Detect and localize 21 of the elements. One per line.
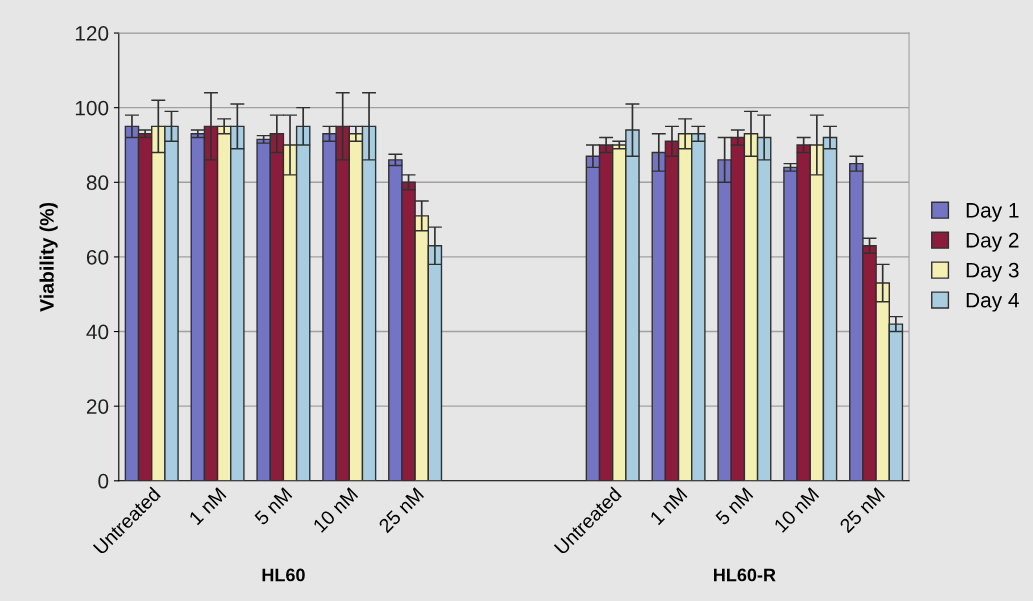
x-tick-label: 10 nM — [773, 487, 820, 533]
y-tick-label: 120 — [75, 26, 109, 41]
legend-label: Day 3 — [966, 262, 1019, 282]
x-tick-label: 1 nM — [649, 487, 688, 526]
y-tick-label: 40 — [86, 324, 109, 340]
x-tick-label: 5 nM — [714, 487, 754, 526]
y-tick-label: 80 — [86, 175, 109, 191]
x-tick-label: 25 nM — [377, 487, 425, 534]
x-tick-label: 10 nM — [312, 487, 359, 533]
y-axis-title: Viability (%) — [39, 202, 58, 312]
y-tick-label: 60 — [86, 249, 109, 265]
text: HL60-R — [714, 568, 776, 582]
y-tick-label: 100 — [75, 100, 109, 116]
legend-label: Day 2 — [966, 232, 1019, 252]
y-tick-label: 20 — [86, 399, 109, 414]
legend-label: Day 1 — [966, 203, 1019, 222]
legend-label: Day 4 — [966, 292, 1019, 312]
text: HL60 — [262, 568, 305, 582]
x-tick-label: 25 nM — [838, 487, 886, 534]
x-tick-label: 5 nM — [253, 487, 293, 526]
x-tick-label: 1 nM — [188, 487, 227, 526]
